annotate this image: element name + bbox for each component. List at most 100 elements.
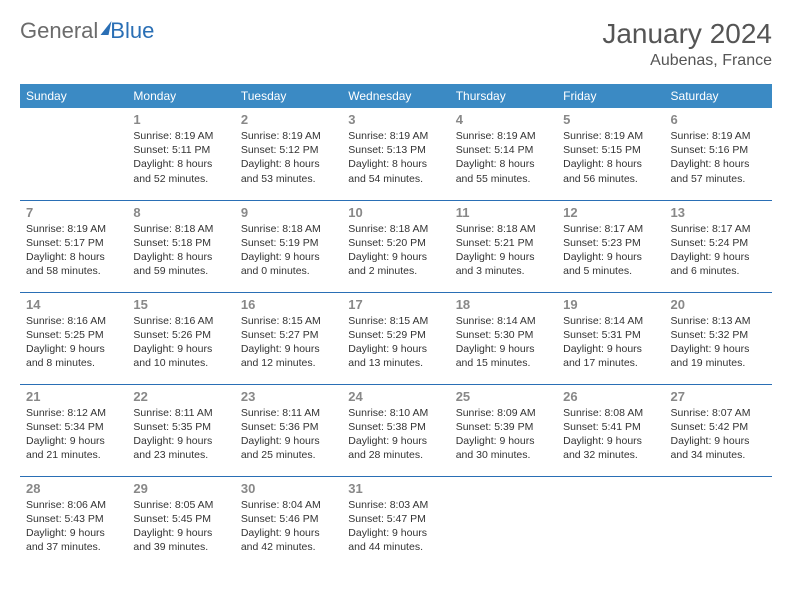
calendar-cell: 4 Sunrise: 8:19 AMSunset: 5:14 PMDaylight…	[450, 108, 557, 200]
cell-line: Sunrise: 8:15 AM	[241, 314, 336, 328]
cell-line: and 10 minutes.	[133, 356, 228, 370]
cell-line: Sunset: 5:34 PM	[26, 420, 121, 434]
day-number: 12	[563, 205, 658, 220]
calendar-cell: 9Sunrise: 8:18 AMSunset: 5:19 PMDaylight…	[235, 200, 342, 292]
calendar-cell: 8Sunrise: 8:18 AMSunset: 5:18 PMDaylight…	[127, 200, 234, 292]
calendar-cell: 26Sunrise: 8:08 AMSunset: 5:41 PMDayligh…	[557, 384, 664, 476]
cell-line: Sunset: 5:13 PM	[348, 143, 443, 157]
calendar-cell: 19Sunrise: 8:14 AMSunset: 5:31 PMDayligh…	[557, 292, 664, 384]
day-number: 5	[563, 112, 658, 127]
cell-line: Daylight: 9 hours	[671, 434, 766, 448]
cell-line: Sunrise: 8:08 AM	[563, 406, 658, 420]
cell-line: Sunrise: 8:19 AM	[456, 129, 551, 143]
cell-line: Daylight: 9 hours	[26, 342, 121, 356]
cell-line: Daylight: 8 hours	[563, 157, 658, 171]
day-number: 15	[133, 297, 228, 312]
calendar-cell: 14Sunrise: 8:16 AMSunset: 5:25 PMDayligh…	[20, 292, 127, 384]
cell-line: Sunset: 5:11 PM	[133, 143, 228, 157]
cell-line: Sunrise: 8:16 AM	[26, 314, 121, 328]
cell-line: Daylight: 9 hours	[133, 342, 228, 356]
calendar-cell: 16Sunrise: 8:15 AMSunset: 5:27 PMDayligh…	[235, 292, 342, 384]
cell-line: Sunset: 5:17 PM	[26, 236, 121, 250]
calendar-cell: 10Sunrise: 8:18 AMSunset: 5:20 PMDayligh…	[342, 200, 449, 292]
calendar-header-row: Sunday Monday Tuesday Wednesday Thursday…	[20, 84, 772, 108]
cell-line: Sunset: 5:32 PM	[671, 328, 766, 342]
cell-line: Sunrise: 8:11 AM	[133, 406, 228, 420]
cell-line: Sunrise: 8:09 AM	[456, 406, 551, 420]
day-number: 7	[26, 205, 121, 220]
cell-line: and 2 minutes.	[348, 264, 443, 278]
cell-line: and 59 minutes.	[133, 264, 228, 278]
day-number: 27	[671, 389, 766, 404]
day-number: 4	[456, 112, 551, 127]
cell-line: Sunset: 5:38 PM	[348, 420, 443, 434]
day-number: 28	[26, 481, 121, 496]
calendar-cell: 5 Sunrise: 8:19 AMSunset: 5:15 PMDaylight…	[557, 108, 664, 200]
cell-line: Sunrise: 8:19 AM	[241, 129, 336, 143]
cell-line: and 17 minutes.	[563, 356, 658, 370]
calendar-body: 1Sunrise: 8:19 AMSunset: 5:11 PMDaylight…	[20, 108, 772, 568]
cell-line: Daylight: 8 hours	[456, 157, 551, 171]
cell-line: and 44 minutes.	[348, 540, 443, 554]
calendar-row: 7Sunrise: 8:19 AMSunset: 5:17 PMDaylight…	[20, 200, 772, 292]
cell-line: and 54 minutes.	[348, 172, 443, 186]
cell-line: Sunset: 5:19 PM	[241, 236, 336, 250]
calendar-cell: 13Sunrise: 8:17 AMSunset: 5:24 PMDayligh…	[665, 200, 772, 292]
day-number: 17	[348, 297, 443, 312]
cell-line: Sunrise: 8:16 AM	[133, 314, 228, 328]
cell-line: Sunset: 5:43 PM	[26, 512, 121, 526]
calendar-cell: 28Sunrise: 8:06 AMSunset: 5:43 PMDayligh…	[20, 476, 127, 568]
calendar-row: 21Sunrise: 8:12 AMSunset: 5:34 PMDayligh…	[20, 384, 772, 476]
cell-line: and 52 minutes.	[133, 172, 228, 186]
calendar-cell: 27Sunrise: 8:07 AMSunset: 5:42 PMDayligh…	[665, 384, 772, 476]
calendar-cell: 12Sunrise: 8:17 AMSunset: 5:23 PMDayligh…	[557, 200, 664, 292]
cell-line: and 23 minutes.	[133, 448, 228, 462]
cell-line: Sunset: 5:18 PM	[133, 236, 228, 250]
calendar-cell	[665, 476, 772, 568]
cell-line: Sunset: 5:47 PM	[348, 512, 443, 526]
cell-line: Sunrise: 8:18 AM	[348, 222, 443, 236]
calendar-cell: 20Sunrise: 8:13 AMSunset: 5:32 PMDayligh…	[665, 292, 772, 384]
day-number: 13	[671, 205, 766, 220]
cell-line: Sunset: 5:39 PM	[456, 420, 551, 434]
day-number: 31	[348, 481, 443, 496]
cell-line: Sunset: 5:25 PM	[26, 328, 121, 342]
cell-line: and 34 minutes.	[671, 448, 766, 462]
cell-line: and 21 minutes.	[26, 448, 121, 462]
calendar-cell: 25Sunrise: 8:09 AMSunset: 5:39 PMDayligh…	[450, 384, 557, 476]
cell-line: Sunrise: 8:14 AM	[456, 314, 551, 328]
day-number: 16	[241, 297, 336, 312]
cell-line: Sunrise: 8:05 AM	[133, 498, 228, 512]
cell-line: Daylight: 9 hours	[456, 434, 551, 448]
cell-line: and 42 minutes.	[241, 540, 336, 554]
calendar-cell: 23Sunrise: 8:11 AMSunset: 5:36 PMDayligh…	[235, 384, 342, 476]
calendar-cell	[450, 476, 557, 568]
cell-line: and 32 minutes.	[563, 448, 658, 462]
day-number: 30	[241, 481, 336, 496]
cell-line: and 19 minutes.	[671, 356, 766, 370]
day-number: 23	[241, 389, 336, 404]
cell-line: Daylight: 8 hours	[133, 157, 228, 171]
day-header: Tuesday	[235, 84, 342, 108]
cell-line: Daylight: 8 hours	[26, 250, 121, 264]
day-number: 24	[348, 389, 443, 404]
cell-line: Sunset: 5:27 PM	[241, 328, 336, 342]
cell-line: and 57 minutes.	[671, 172, 766, 186]
cell-line: Sunset: 5:15 PM	[563, 143, 658, 157]
location: Aubenas, France	[602, 52, 772, 70]
calendar-row: 28Sunrise: 8:06 AMSunset: 5:43 PMDayligh…	[20, 476, 772, 568]
day-number: 2	[241, 112, 336, 127]
day-header: Saturday	[665, 84, 772, 108]
cell-line: Sunrise: 8:19 AM	[563, 129, 658, 143]
cell-line: Daylight: 9 hours	[133, 434, 228, 448]
cell-line: Sunrise: 8:12 AM	[26, 406, 121, 420]
calendar-cell: 6Sunrise: 8:19 AMSunset: 5:16 PMDaylight…	[665, 108, 772, 200]
page-title: January 2024	[602, 18, 772, 50]
calendar-cell: 3Sunrise: 8:19 AMSunset: 5:13 PMDaylight…	[342, 108, 449, 200]
cell-line: and 37 minutes.	[26, 540, 121, 554]
cell-line: Sunrise: 8:18 AM	[133, 222, 228, 236]
cell-line: Sunset: 5:14 PM	[456, 143, 551, 157]
cell-line: Daylight: 9 hours	[563, 250, 658, 264]
cell-line: Daylight: 8 hours	[348, 157, 443, 171]
calendar-cell: 7Sunrise: 8:19 AMSunset: 5:17 PMDaylight…	[20, 200, 127, 292]
